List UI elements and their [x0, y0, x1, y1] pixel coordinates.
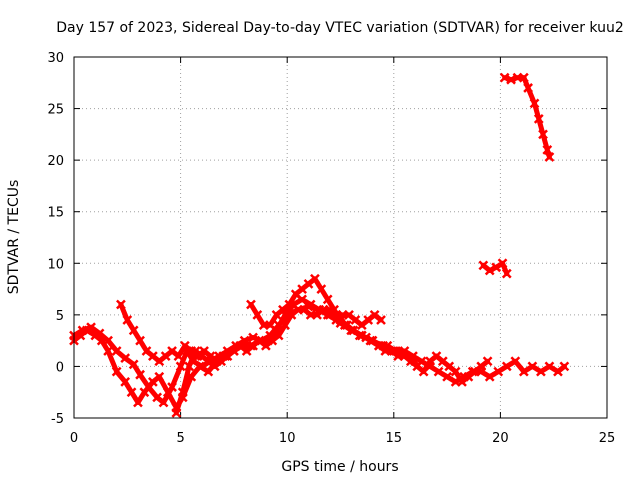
data-point: [501, 268, 512, 279]
data-point: [284, 299, 295, 310]
data-point: [246, 299, 256, 310]
series-track-7: [499, 72, 555, 162]
x-tick-label: 0: [70, 431, 78, 446]
data-point: [506, 74, 516, 85]
data-point: [322, 294, 333, 305]
series-track-5: [171, 304, 386, 418]
x-axis-label: GPS time / hours: [281, 459, 398, 475]
data-point: [484, 265, 495, 276]
x-tick-label: 15: [386, 431, 403, 446]
data-point: [499, 72, 510, 83]
data-point: [173, 351, 184, 361]
data-point: [126, 387, 137, 398]
data-point: [493, 366, 504, 377]
data-point: [273, 330, 284, 341]
data-point: [122, 315, 133, 325]
data-point: [175, 361, 186, 372]
data-point: [133, 397, 143, 408]
data-point: [120, 377, 131, 387]
y-tick-label: 5: [56, 309, 64, 324]
data-point: [135, 335, 145, 346]
data-point: [128, 359, 139, 370]
data-point: [354, 330, 365, 341]
y-tick-label: 30: [47, 51, 64, 66]
data-point: [491, 262, 502, 273]
series-track-4: [246, 273, 493, 387]
data-point: [484, 371, 495, 382]
plot-frame: [73, 56, 608, 419]
data-point: [418, 366, 429, 377]
y-tick-label: 0: [56, 360, 64, 375]
data-point: [542, 144, 553, 155]
data-point: [536, 366, 546, 377]
data-point: [154, 371, 165, 382]
data-point: [538, 129, 548, 140]
data-point: [194, 361, 205, 372]
data-point: [265, 320, 276, 331]
data-point: [177, 387, 188, 398]
x-tick-label: 25: [599, 431, 616, 446]
data-point: [518, 366, 529, 377]
axis-ticks: 0 5 10 15 20 25 -5 0 5 10 15 20 25 30: [47, 51, 615, 446]
data-point: [111, 346, 122, 356]
series-track-2: [69, 294, 570, 413]
data-point: [376, 315, 386, 325]
series-track-6: [478, 258, 512, 279]
data-point: [310, 273, 320, 284]
data-point: [501, 361, 512, 372]
series-line: [502, 75, 552, 160]
data-point: [510, 356, 521, 367]
y-tick-label: 25: [47, 103, 64, 118]
series-track-3: [116, 299, 229, 367]
chart-title: Day 157 of 2023, Sidereal Day-to-day VTE…: [56, 20, 624, 36]
data-point: [523, 83, 533, 93]
data-point: [527, 361, 538, 372]
data-point: [128, 325, 139, 336]
data-point: [158, 397, 169, 408]
grid: [74, 57, 607, 418]
data-point: [529, 98, 540, 109]
data-point: [139, 387, 150, 398]
data-point: [280, 320, 290, 331]
data-point: [433, 366, 444, 377]
data-point: [103, 346, 113, 356]
data-point: [111, 366, 122, 377]
data-point: [135, 369, 145, 380]
data-point: [450, 366, 461, 377]
data-point: [497, 258, 508, 269]
data-point: [544, 152, 555, 162]
y-tick-label: 15: [47, 206, 64, 221]
x-tick-label: 5: [176, 431, 184, 446]
y-tick-label: 20: [47, 154, 64, 169]
data-series: [69, 72, 570, 418]
data-point: [120, 353, 131, 364]
data-point: [559, 361, 570, 372]
data-point: [162, 387, 173, 398]
data-point: [316, 284, 327, 294]
x-tick-label: 10: [279, 431, 296, 446]
data-point: [171, 407, 182, 418]
y-axis-label: SDTVAR / TECUs: [6, 180, 22, 295]
data-point: [518, 72, 529, 83]
data-point: [252, 309, 263, 320]
data-point: [116, 299, 126, 310]
data-point: [81, 325, 92, 336]
data-point: [533, 114, 544, 124]
data-point: [96, 335, 107, 346]
y-tick-label: -5: [51, 412, 64, 427]
y-tick-label: 10: [47, 257, 64, 272]
data-point: [482, 356, 493, 367]
data-point: [184, 361, 195, 372]
data-point: [544, 361, 555, 372]
data-point: [361, 332, 371, 343]
data-point: [442, 371, 452, 382]
x-tick-label: 20: [492, 431, 509, 446]
